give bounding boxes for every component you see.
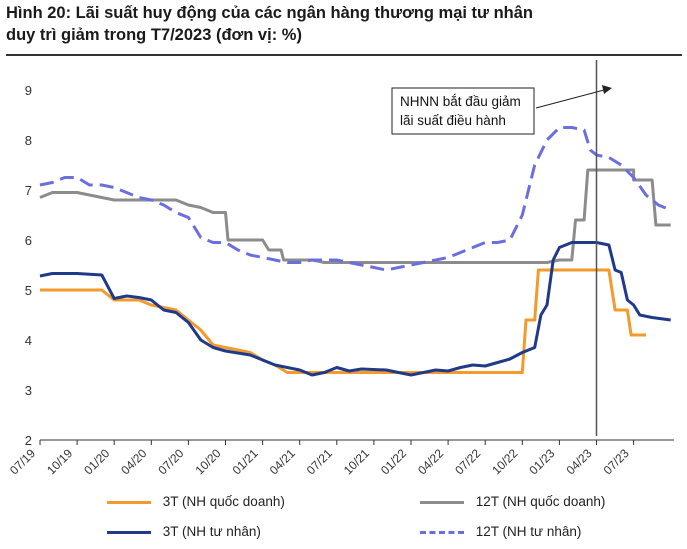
legend-item-12t-quoc-doanh: 12T (NH quốc doanh) [420, 494, 605, 509]
x-tick-label: 04/22 [415, 446, 446, 477]
annotation-line1: NHNN bắt đầu giảm [400, 94, 521, 109]
legend-label-3t-tu-nhan: 3T (NH tư nhân) [162, 524, 261, 539]
x-tick-label: 04/20 [118, 446, 149, 477]
series-line-1 [39, 168, 671, 264]
annotation-arrowhead [602, 85, 612, 94]
y-tick-label: 7 [25, 183, 32, 198]
chart-title-line1: Hình 20: Lãi suất huy động của các ngân … [6, 4, 534, 22]
x-tick-label: 10/21 [341, 446, 372, 477]
annotation-arrow [535, 89, 605, 109]
y-tick-label: 8 [25, 133, 32, 148]
legend-label-3t-quoc-doanh: 3T (NH quốc doanh) [162, 494, 285, 509]
legend-label-12t-tu-nhan: 12T (NH tư nhân) [475, 524, 582, 539]
x-tick-label: 07/20 [155, 446, 186, 477]
legend-swatch-12t-tu-nhan [420, 530, 464, 534]
chart-title-line2: duy trì giảm trong T7/2023 (đơn vị: %) [6, 26, 302, 44]
x-axis-ticks: 07/19 10/19 01/20 04/20 07/20 10/20 01/21 04/21… [7, 440, 635, 477]
legend-label-12t-quoc-doanh: 12T (NH quốc doanh) [475, 494, 606, 509]
x-tick-label: 01/21 [230, 446, 261, 477]
x-tick-label: 01/20 [81, 446, 112, 477]
y-axis-ticks: 2 3 4 5 6 7 8 9 [25, 83, 32, 448]
chart-title: Hình 20: Lãi suất huy động của các ngân … [6, 2, 682, 46]
series-line-2 [39, 241, 671, 377]
legend-item-3t-tu-nhan: 3T (NH tư nhân) [107, 524, 261, 539]
x-tick-label: 07/22 [452, 446, 483, 477]
x-tick-label: 01/23 [526, 446, 557, 477]
series-line-3 [39, 126, 672, 272]
y-tick-label: 5 [25, 283, 32, 298]
legend-swatch-3t-tu-nhan [107, 530, 151, 534]
annotation-line2: lãi suất điều hành [400, 113, 506, 128]
legend-swatch-3t-quoc-doanh [107, 500, 151, 504]
x-tick-label: 07/23 [601, 446, 632, 477]
series-lines [39, 126, 672, 377]
x-tick-label: 01/22 [378, 446, 409, 477]
x-tick-label: 07/21 [304, 446, 335, 477]
series-line-0 [40, 268, 646, 374]
x-tick-label: 10/20 [192, 446, 223, 477]
x-tick-label: 07/19 [7, 446, 38, 477]
annotation-box [391, 87, 535, 135]
legend-item-12t-tu-nhan: 12T (NH tư nhân) [420, 524, 581, 539]
legend-item-3t-quoc-doanh: 3T (NH quốc doanh) [107, 494, 285, 509]
y-tick-label: 3 [25, 383, 32, 398]
y-tick-label: 6 [25, 233, 32, 248]
x-tick-label: 04/23 [563, 446, 594, 477]
x-tick-label: 10/19 [44, 446, 75, 477]
title-divider [6, 54, 682, 56]
legend-swatch-12t-quoc-doanh [420, 500, 464, 504]
x-tick-label: 10/22 [489, 446, 520, 477]
y-tick-label: 9 [25, 83, 32, 98]
y-tick-label: 2 [25, 433, 32, 448]
y-tick-label: 4 [25, 333, 32, 348]
x-tick-label: 04/21 [267, 446, 298, 477]
